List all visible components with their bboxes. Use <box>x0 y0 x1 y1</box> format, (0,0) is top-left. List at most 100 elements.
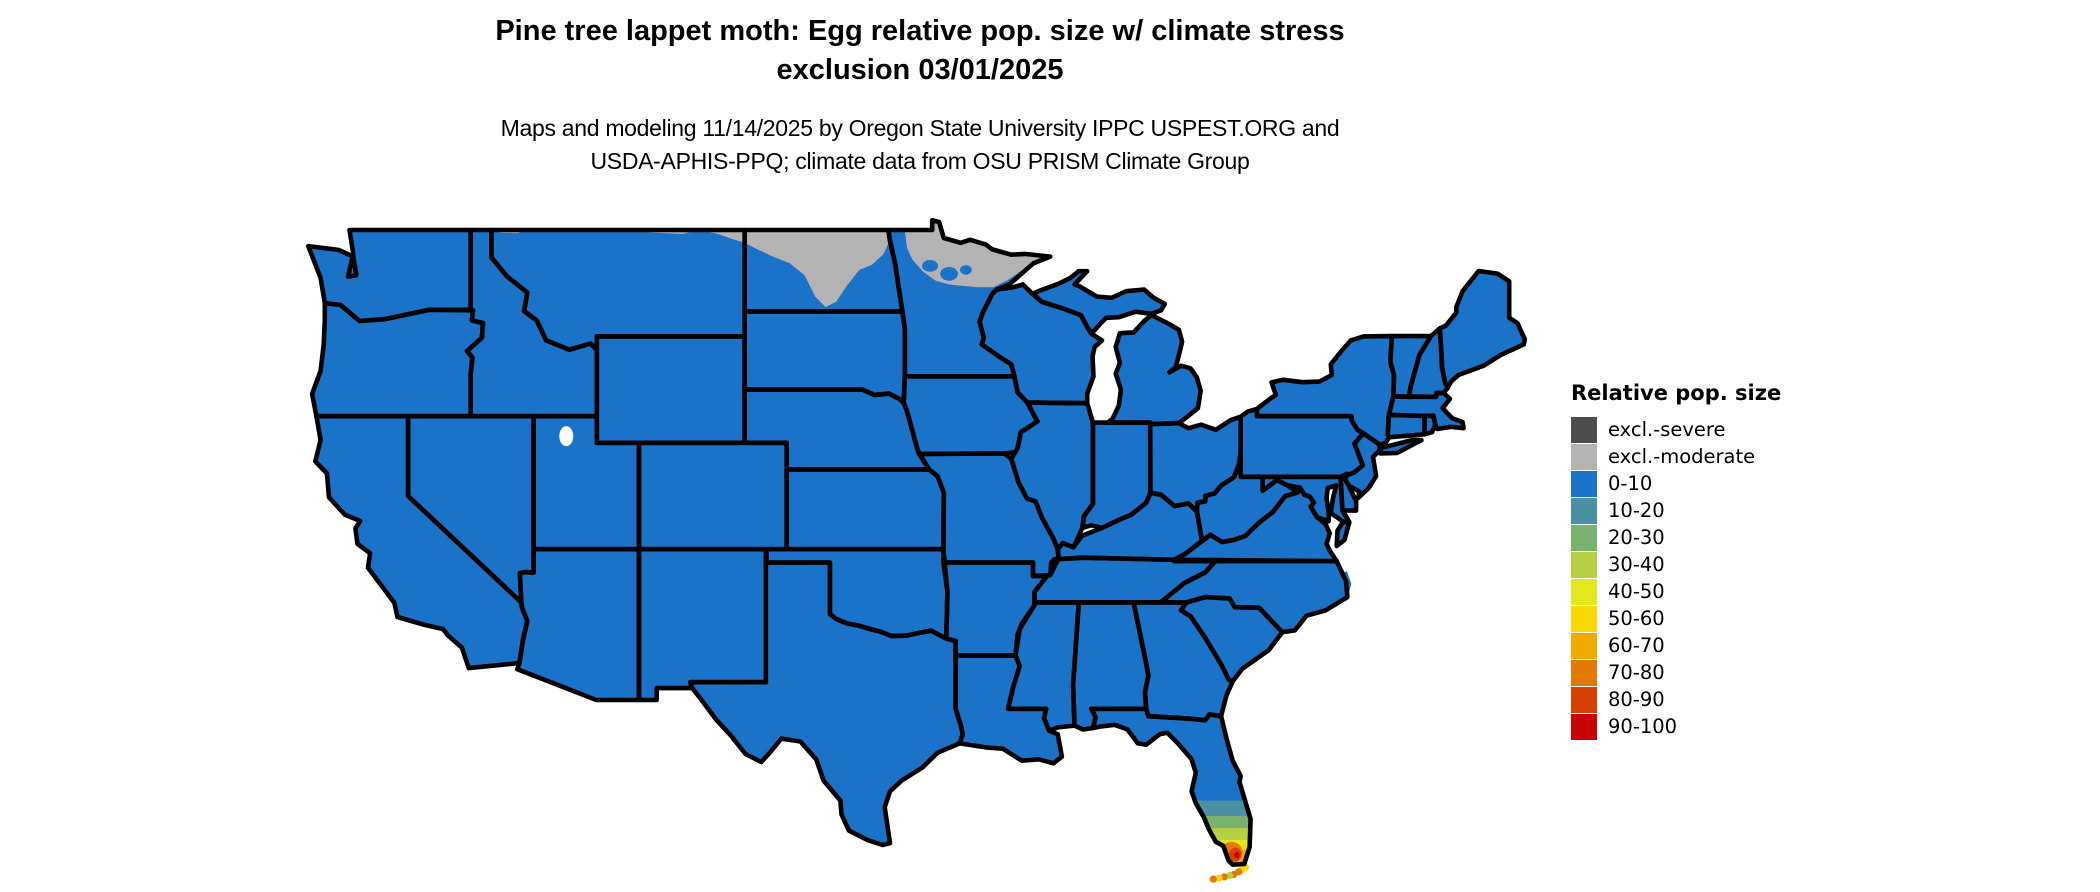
legend-swatch-icon <box>1571 470 1597 497</box>
state-wa <box>308 230 471 321</box>
subtitle-line-1: Maps and modeling 11/14/2025 by Oregon S… <box>500 115 1340 141</box>
legend-swatch-icon <box>1571 524 1597 551</box>
state-nh <box>1408 328 1448 397</box>
legend-item: 70-80 <box>1571 659 1781 686</box>
legend-item-label: excl.-moderate <box>1608 445 1756 468</box>
lake-country-hole <box>940 266 958 281</box>
state-border-tx <box>687 560 966 848</box>
state-co <box>639 442 787 550</box>
state-nv <box>408 416 534 603</box>
state-ne <box>744 389 929 470</box>
state-border-sc <box>1178 594 1285 684</box>
title-block: Pine tree lappet moth: Egg relative pop.… <box>20 12 1820 178</box>
legend-swatch-icon <box>1571 632 1597 659</box>
state-wi <box>979 284 1102 404</box>
subtitle-line-2: USDA-APHIS-PPQ; climate data from OSU PR… <box>590 148 1250 174</box>
state-sc <box>1181 597 1283 682</box>
state-border-de <box>1338 471 1359 513</box>
state-border-wi <box>977 282 1105 406</box>
state-or <box>312 303 483 417</box>
legend-item-label: 90-100 <box>1608 715 1678 738</box>
legend: Relative pop. size excl.-severe excl.-mod… <box>1571 381 1781 740</box>
state-ca <box>315 416 528 669</box>
state-ar <box>943 562 1048 656</box>
state-sd <box>744 311 905 403</box>
state-tx <box>690 562 963 845</box>
title-line-1: Pine tree lappet moth: Egg relative pop.… <box>495 15 1345 47</box>
legend-item: 50-60 <box>1571 605 1781 632</box>
state-ind <box>1082 422 1151 528</box>
legend-item-label: 30-40 <box>1608 553 1665 576</box>
state-me <box>1439 271 1525 388</box>
legend-item-label: 50-60 <box>1608 607 1665 630</box>
state-wv <box>1196 452 1298 542</box>
florida-keys-dot <box>1209 875 1217 883</box>
state-al <box>1073 602 1149 730</box>
legend-swatch-icon <box>1571 551 1597 578</box>
legend-swatch-icon <box>1571 659 1597 686</box>
state-border-milp <box>1105 312 1203 427</box>
legend-item: 10-20 <box>1571 497 1781 524</box>
lake-country-hole <box>922 260 939 272</box>
state-ks <box>786 469 944 550</box>
state-va <box>1174 487 1337 562</box>
legend-item: 80-90 <box>1571 686 1781 713</box>
state-nc <box>1160 560 1348 633</box>
legend-swatch-icon <box>1571 443 1597 470</box>
florida-keys-dot <box>1215 874 1223 882</box>
state-il <box>1011 402 1093 550</box>
state-de <box>1340 473 1357 511</box>
state-ky <box>1054 492 1211 560</box>
state-ms <box>1008 602 1079 731</box>
state-id <box>467 230 597 417</box>
state-az <box>517 549 639 700</box>
legend-item: excl.-moderate <box>1571 443 1781 470</box>
legend-swatch-icon <box>1571 605 1597 632</box>
state-ny <box>1256 336 1394 445</box>
florida-hotspot <box>1234 851 1240 859</box>
title-line-2: exclusion 03/01/2025 <box>776 54 1064 86</box>
state-ok <box>766 549 948 639</box>
state-ct <box>1387 414 1425 438</box>
state-nm <box>639 549 766 700</box>
state-border-az <box>514 546 642 703</box>
state-ut <box>533 416 639 550</box>
legend-swatch-icon <box>1571 713 1597 740</box>
legend-item-label: 10-20 <box>1608 499 1665 522</box>
state-milp <box>1107 315 1201 425</box>
legend-item-label: 20-30 <box>1608 526 1665 549</box>
state-border-oh <box>1147 414 1243 514</box>
state-miup <box>1032 271 1165 334</box>
exclusion-moderate-region <box>699 230 745 243</box>
legend-item-label: 80-90 <box>1608 688 1665 711</box>
florida-band <box>1188 816 1251 829</box>
legend-item: 90-100 <box>1571 713 1781 740</box>
legend-item: 20-30 <box>1571 524 1781 551</box>
legend-title: Relative pop. size <box>1571 381 1782 405</box>
state-border-fl <box>1089 706 1253 868</box>
legend-item: 40-50 <box>1571 578 1781 605</box>
exclusion-moderate-region <box>744 230 890 308</box>
legend-swatch-icon <box>1571 578 1597 605</box>
great-salt-lake <box>559 426 574 447</box>
lake-country-hole <box>960 265 972 275</box>
legend-swatch-icon <box>1571 686 1597 713</box>
legend-swatch-icon <box>1571 416 1597 443</box>
legend-item-label: excl.-severe <box>1608 418 1726 441</box>
florida-gradient-overlay <box>1184 800 1251 865</box>
state-border-il <box>1008 400 1096 552</box>
legend-item: excl.-severe <box>1571 416 1781 443</box>
legend-item-label: 40-50 <box>1608 580 1665 603</box>
state-borders <box>305 217 1528 868</box>
state-mt <box>491 230 745 350</box>
state-border-miup <box>1030 268 1168 337</box>
state-border-me <box>1437 268 1528 391</box>
legend-item: 30-40 <box>1571 551 1781 578</box>
legend-rows: excl.-severe excl.-moderate 0-10 10-20 20-30… <box>1571 416 1781 740</box>
state-ia <box>903 376 1038 454</box>
legend-item: 60-70 <box>1571 632 1781 659</box>
legend-item-label: 0-10 <box>1608 472 1653 495</box>
state-mo <box>919 453 1059 577</box>
